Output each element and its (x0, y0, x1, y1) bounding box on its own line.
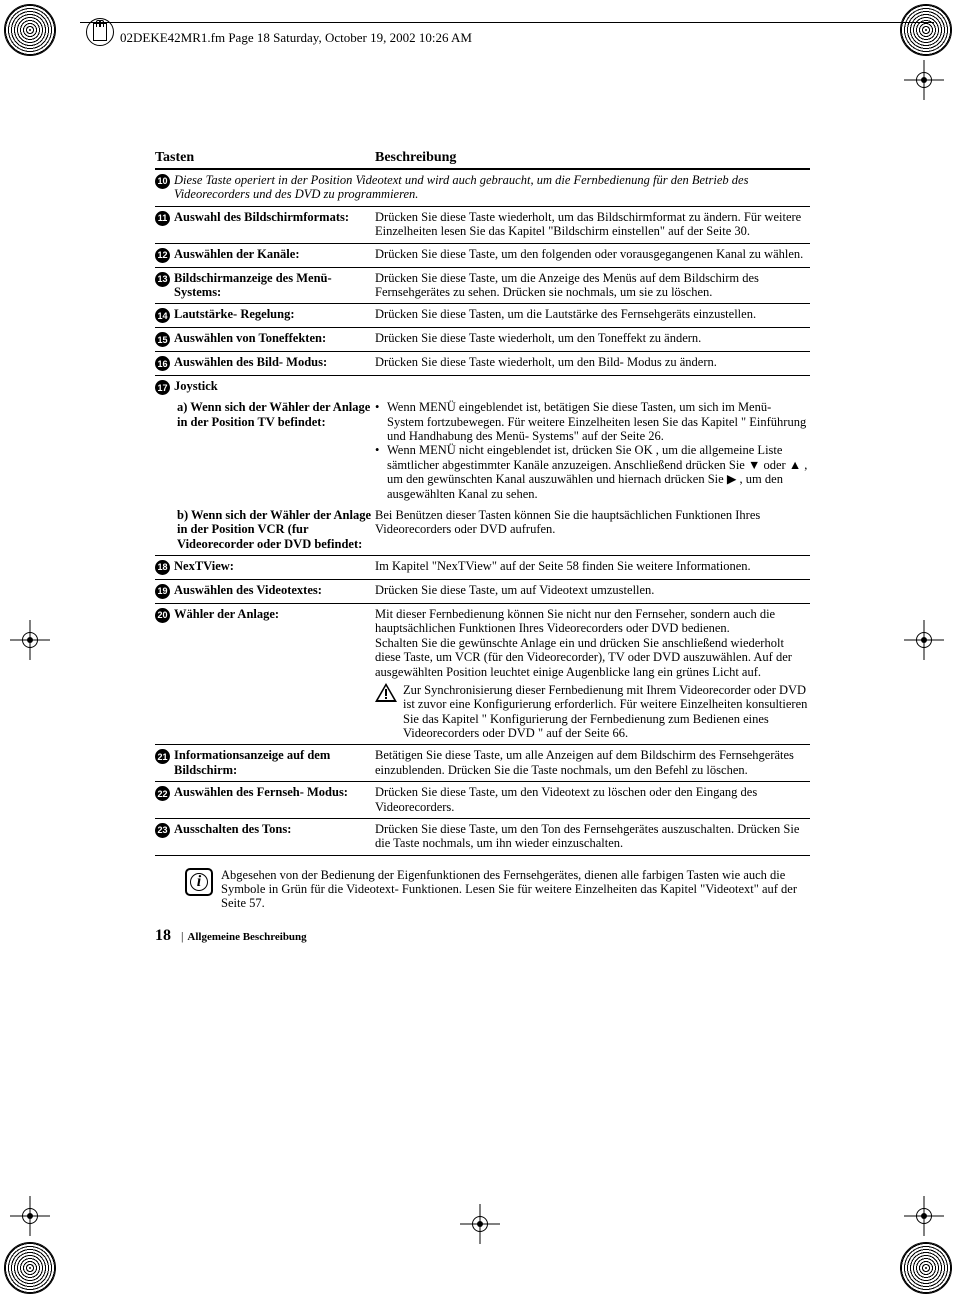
cross-mark-bl (10, 1196, 50, 1236)
row-desc: Drücken Sie diese Taste wiederholt, um d… (375, 355, 810, 371)
num-19: 19 (155, 584, 170, 599)
row-label: Auswählen von Toneffekten: (174, 331, 326, 345)
row-label: Auswahl des Bildschirmformats: (174, 210, 349, 224)
joystick-label: Joystick (174, 379, 218, 393)
list-item: •Wenn MENÜ eingeblendet ist, betätigen S… (375, 400, 810, 443)
cross-mark-br (904, 1196, 944, 1236)
joystick-a-row: a) Wenn sich der Wähler der Anlage in de… (155, 397, 810, 505)
col-tasten: Tasten (155, 150, 375, 166)
list-item: •Wenn MENÜ nicht eingeblendet ist, drück… (375, 443, 810, 501)
num-14: 14 (155, 308, 170, 323)
table-row: 14 Lautstärke- Regelung: Drücken Sie dies… (155, 304, 810, 328)
reg-mark-tl (4, 4, 54, 54)
page: 02DEKE42MR1.fm Page 18 Saturday, October… (0, 0, 954, 1296)
anlage-label: Wähler der Anlage: (174, 607, 279, 621)
header-rule (80, 22, 934, 23)
warning-icon (375, 683, 397, 703)
anlage-desc1: Mit dieser Fernbedienung können Sie nich… (375, 607, 810, 636)
anlage-row: 20 Wähler der Anlage: Mit dieser Fernbedi… (155, 604, 810, 745)
num-23: 23 (155, 823, 170, 838)
row-label: Auswählen des Fernseh- Modus: (174, 785, 348, 799)
page-number: 18 (155, 927, 171, 945)
table-row: 23 Ausschalten des Tons: Drücken Sie dies… (155, 819, 810, 856)
row-label: Bildschirmanzeige des Menü- Systems: (174, 271, 375, 300)
num-13: 13 (155, 272, 170, 287)
col-beschreibung: Beschreibung (375, 150, 810, 166)
table-row: 19 Auswählen des Videotextes: Drücken Sie… (155, 580, 810, 604)
num-17: 17 (155, 380, 170, 395)
row-label: NexTView: (174, 559, 234, 573)
num-22: 22 (155, 786, 170, 801)
table-row: 15 Auswählen von Toneffekten: Drücken Sie… (155, 328, 810, 352)
bullet-text: Wenn MENÜ eingeblendet ist, betätigen Si… (387, 400, 810, 443)
num-20: 20 (155, 608, 170, 623)
anlage-desc2: Schalten Sie die gewünschte Anlage ein u… (375, 636, 810, 679)
intro-row: 10 Diese Taste operiert in der Position … (155, 170, 810, 207)
row-label: Informationsanzeige auf dem Bildschirm: (174, 748, 375, 777)
cross-mark-ml (10, 620, 50, 660)
warning-text: Zur Synchronisierung dieser Fernbedienun… (403, 683, 810, 741)
row-desc: Drücken Sie diese Taste, um die Anzeige … (375, 271, 810, 300)
row-desc: Drücken Sie diese Taste, um den Videotex… (375, 785, 810, 814)
row-desc: Drücken Sie diese Taste, um den folgende… (375, 247, 810, 263)
num-12: 12 (155, 248, 170, 263)
cross-mark-bc (460, 1204, 500, 1244)
column-headers: Tasten Beschreibung (155, 150, 810, 170)
table-row: 12 Auswählen der Kanäle: Drücken Sie dies… (155, 244, 810, 268)
row-desc: Drücken Sie diese Taste wiederholt, um d… (375, 331, 810, 347)
row-label: Ausschalten des Tons: (174, 822, 291, 836)
num-11: 11 (155, 211, 170, 226)
row-desc: Drücken Sie diese Taste, um auf Videotex… (375, 583, 810, 599)
joystick-b-row: b) Wenn sich der Wähler der Anlage in de… (155, 505, 810, 556)
table-row: 22 Auswählen des Fernseh- Modus: Drücken … (155, 782, 810, 819)
row-desc: Im Kapitel "NexTView" auf der Seite 58 f… (375, 559, 810, 575)
binder-icon (86, 18, 116, 48)
joystick-a-label: a) Wenn sich der Wähler der Anlage in de… (155, 400, 375, 429)
joystick-header-row: 17 Joystick (155, 376, 810, 397)
content-area: Tasten Beschreibung 10 Diese Taste operi… (155, 150, 810, 945)
header-text: 02DEKE42MR1.fm Page 18 Saturday, October… (120, 30, 472, 46)
row-desc: Drücken Sie diese Taste, um den Ton des … (375, 822, 810, 851)
info-note-box: i Abgesehen von der Bedienung der Eigenf… (155, 868, 810, 911)
joystick-b-label: b) Wenn sich der Wähler der Anlage in de… (155, 508, 375, 551)
section-title: Allgemeine Beschreibung (187, 931, 306, 944)
intro-text: Diese Taste operiert in der Position Vid… (174, 173, 810, 202)
cross-mark-mr (904, 620, 944, 660)
info-icon: i (185, 868, 213, 896)
table-row: 13 Bildschirmanzeige des Menü- Systems: D… (155, 268, 810, 305)
num-16: 16 (155, 356, 170, 371)
num-10: 10 (155, 174, 170, 189)
row-label: Auswählen des Bild- Modus: (174, 355, 327, 369)
reg-mark-bl (4, 1242, 54, 1292)
bullet-text: Wenn MENÜ nicht eingeblendet ist, drücke… (387, 443, 810, 501)
cross-mark-tr (904, 60, 944, 100)
reg-mark-br (900, 1242, 950, 1292)
num-15: 15 (155, 332, 170, 347)
num-18: 18 (155, 560, 170, 575)
row-desc: Drücken Sie diese Taste wiederholt, um d… (375, 210, 810, 239)
info-note-text: Abgesehen von der Bedienung der Eigenfun… (221, 868, 800, 911)
warning-box: Zur Synchronisierung dieser Fernbedienun… (375, 683, 810, 741)
num-21: 21 (155, 749, 170, 764)
table-row: 18 NexTView: Im Kapitel "NexTView" auf de… (155, 556, 810, 580)
row-label: Auswählen des Videotextes: (174, 583, 322, 597)
row-label: Lautstärke- Regelung: (174, 307, 294, 321)
row-desc: Drücken Sie diese Tasten, um die Lautstä… (375, 307, 810, 323)
page-footer: 18 | Allgemeine Beschreibung (155, 927, 810, 945)
row-label: Auswählen der Kanäle: (174, 247, 299, 261)
reg-mark-tr (900, 4, 950, 54)
row-desc: Betätigen Sie diese Taste, um alle Anzei… (375, 748, 810, 777)
table-row: 11 Auswahl des Bildschirmformats: Drücken… (155, 207, 810, 244)
table-row: 21 Informationsanzeige auf dem Bildschirm… (155, 745, 810, 782)
table-row: 16 Auswählen des Bild- Modus: Drücken Sie… (155, 352, 810, 376)
joystick-b-desc: Bei Benützen dieser Tasten können Sie di… (375, 508, 810, 551)
